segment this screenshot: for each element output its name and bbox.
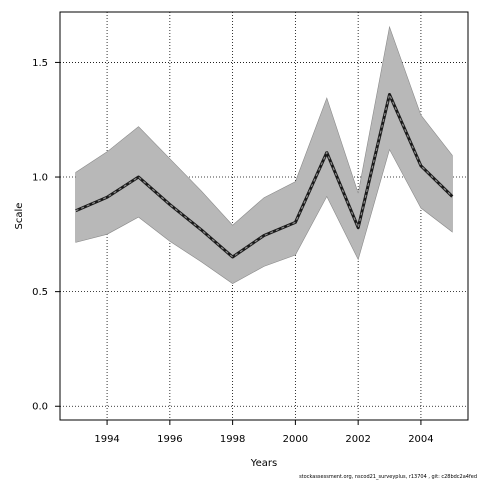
x-tick-label: 2004 [408, 434, 433, 445]
x-tick-label: 2002 [345, 434, 370, 445]
x-tick-label: 1998 [220, 434, 245, 445]
y-axis-ticks: 0.0 0.5 1.0 1.5 [32, 58, 60, 413]
x-axis-label: Years [250, 458, 277, 469]
confidence-band [75, 25, 453, 284]
y-tick-label: 0.5 [32, 287, 48, 298]
x-axis-ticks: 1994 1996 1998 2000 2002 2004 [94, 420, 434, 445]
y-tick-label: 1.0 [32, 173, 48, 184]
y-tick-label: 0.0 [32, 402, 48, 413]
footer-note: stockassessment.org, nscod21_surveyplus,… [299, 474, 477, 480]
plot-frame [59, 11, 469, 421]
y-axis-label: Scale [14, 203, 25, 230]
series-line [75, 93, 454, 259]
y-tick-label: 1.5 [32, 58, 48, 69]
x-tick-label: 1994 [94, 434, 119, 445]
x-tick-label: 1996 [157, 434, 182, 445]
x-tick-label: 2000 [283, 434, 308, 445]
